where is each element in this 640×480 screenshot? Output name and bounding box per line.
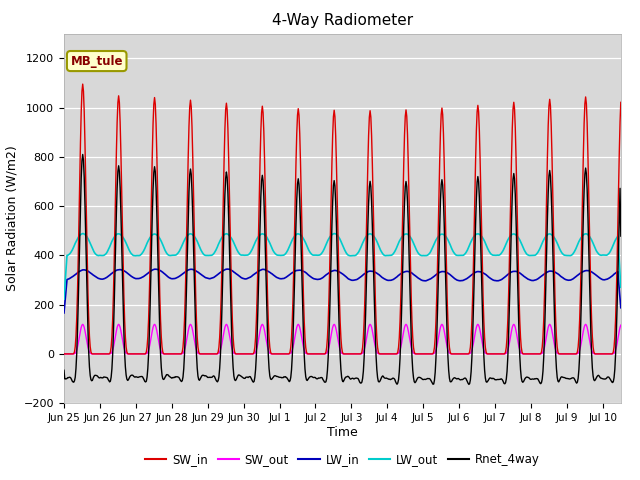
X-axis label: Time: Time [327, 426, 358, 439]
Title: 4-Way Radiometer: 4-Way Radiometer [272, 13, 413, 28]
Y-axis label: Solar Radiation (W/m2): Solar Radiation (W/m2) [5, 145, 18, 291]
Legend: SW_in, SW_out, LW_in, LW_out, Rnet_4way: SW_in, SW_out, LW_in, LW_out, Rnet_4way [140, 449, 545, 471]
Text: MB_tule: MB_tule [70, 55, 123, 68]
